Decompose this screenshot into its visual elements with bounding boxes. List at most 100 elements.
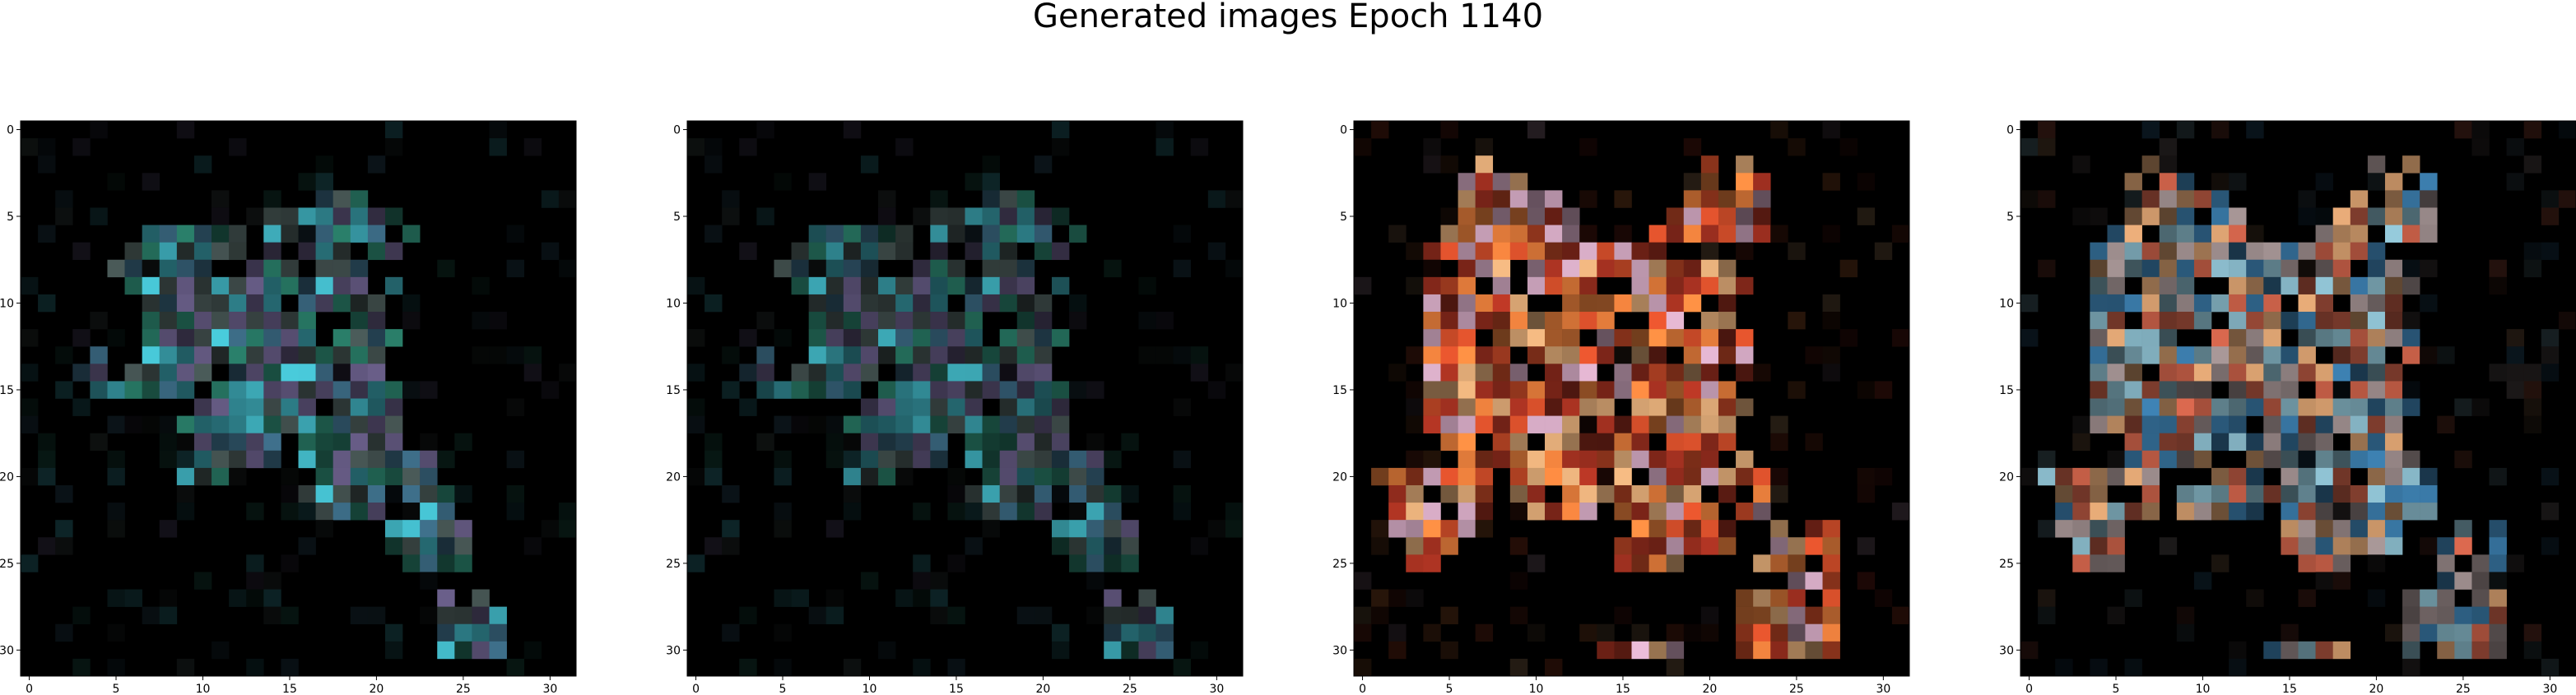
image-pixel (2107, 329, 2125, 347)
image-pixel (982, 242, 1000, 261)
image-pixel (791, 381, 809, 399)
image-pixel (454, 606, 472, 625)
image-pixel (791, 276, 809, 295)
image-pixel (2402, 398, 2420, 416)
image-pixel (1666, 554, 1685, 572)
image-pixel (1666, 381, 1685, 399)
image-pixel (1822, 520, 1840, 538)
image-pixel (142, 294, 160, 313)
image-pixel (298, 398, 316, 416)
y-tick-label: 20 (666, 470, 681, 484)
image-pixel (2523, 155, 2542, 174)
y-tick-label: 20 (1999, 470, 2014, 484)
x-tick-label: 20 (1036, 683, 1051, 695)
image-pixel (2124, 589, 2142, 607)
image-pixel (1648, 294, 1667, 313)
image-pixel (124, 364, 142, 382)
image-pixel (1034, 433, 1053, 452)
image-pixel (2350, 276, 2369, 295)
image-pixel (90, 207, 108, 225)
image-pixel (1509, 433, 1528, 452)
image-pixel (2159, 138, 2178, 156)
image-pixel (2141, 329, 2160, 347)
image-pixel (2246, 242, 2264, 261)
image-pixel (315, 294, 333, 313)
image-pixel (1614, 259, 1632, 278)
image-pixel (1666, 658, 1685, 677)
image-pixel (107, 520, 125, 538)
image-pixel (1475, 173, 1494, 191)
image-pixel (350, 276, 369, 295)
image-pixel (193, 467, 212, 486)
image-pixel (860, 259, 879, 278)
image-pixel (2384, 276, 2403, 295)
image-pixel (895, 294, 914, 313)
image-pixel (2367, 276, 2386, 295)
image-pixel (1822, 294, 1840, 313)
image-pixel (1562, 433, 1580, 452)
image-pixel (332, 503, 351, 521)
image-pixel (384, 450, 403, 469)
image-pixel (2176, 225, 2195, 243)
image-pixel (1440, 276, 1458, 295)
image-pixel (176, 503, 195, 521)
image-pixel (107, 259, 125, 278)
image-pixel (506, 259, 525, 278)
image-pixel (229, 242, 247, 261)
image-pixel (2124, 294, 2142, 313)
image-pixel (860, 242, 879, 261)
image-pixel (367, 329, 386, 347)
image-pixel (2038, 520, 2056, 538)
image-pixel (1051, 398, 1070, 416)
image-pixel (1683, 381, 1702, 399)
image-pixel (878, 467, 896, 486)
image-pixel (1388, 589, 1407, 607)
image-pixel (212, 190, 230, 208)
image-pixel (1562, 415, 1580, 433)
image-pixel (947, 225, 965, 243)
image-pixel (2193, 364, 2212, 382)
image-pixel (472, 346, 490, 364)
y-tick-label: 0 (673, 124, 681, 137)
image-pixel (2193, 450, 2212, 469)
image-pixel (1736, 503, 1754, 521)
image-pixel (843, 484, 862, 503)
image-pixel (878, 415, 896, 433)
image-pixel (2141, 398, 2160, 416)
image-pixel (193, 329, 212, 347)
image-pixel (2072, 415, 2090, 433)
image-pixel (2246, 589, 2264, 607)
image-pixel (1700, 346, 1719, 364)
image-pixel (1155, 346, 1174, 364)
image-pixel (558, 503, 577, 521)
image-pixel (124, 381, 142, 399)
image-pixel (1631, 641, 1649, 660)
image-pixel (124, 276, 142, 295)
image-pixel (1700, 537, 1719, 555)
image-pixel (1597, 484, 1615, 503)
image-pixel (1509, 415, 1528, 433)
image-pixel (402, 537, 421, 555)
image-pixel (2211, 259, 2230, 278)
image-pixel (1475, 259, 1494, 278)
image-pixel (263, 276, 281, 295)
image-pixel (1527, 242, 1546, 261)
image-pixel (930, 190, 948, 208)
image-pixel (2523, 364, 2542, 382)
image-pixel (982, 190, 1000, 208)
image-pixel (193, 346, 212, 364)
image-pixel (2384, 520, 2403, 538)
image-pixel (1545, 225, 1563, 243)
image-pixel (1614, 537, 1632, 555)
image-pixel (1857, 381, 1876, 399)
image-pixel (2020, 641, 2039, 660)
image-pixel (1406, 520, 1424, 538)
image-pixel (1406, 346, 1424, 364)
image-pixel (367, 450, 386, 469)
image-pixel (2107, 467, 2125, 486)
image-pixel (2281, 312, 2299, 330)
image-pixel (72, 606, 91, 625)
image-pixel (21, 138, 39, 156)
image-pixel (825, 242, 844, 261)
image-pixel (2471, 554, 2490, 572)
